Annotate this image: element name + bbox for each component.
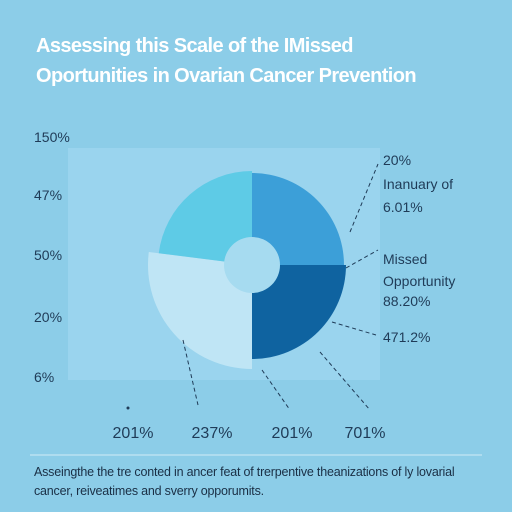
leader-line <box>261 369 291 411</box>
bottom-label: 201% <box>113 425 154 442</box>
side-label: 6% <box>34 369 54 385</box>
bottom-label: 201% <box>272 425 313 442</box>
side-label: 47% <box>34 187 62 203</box>
donut-hole <box>224 237 280 293</box>
pie-slice <box>252 173 344 265</box>
annotation: 6.01% <box>383 199 423 215</box>
title-line: Assessing this Scale of the IMissed <box>36 35 353 57</box>
bottom-label: 701% <box>345 425 386 442</box>
caption-line: Asseingthe the tre conted in ancer feat … <box>34 465 454 479</box>
pie-slice <box>148 251 252 369</box>
annotation: 20% <box>383 152 411 168</box>
annotation: 88.20% <box>383 293 430 309</box>
leader-line <box>345 249 379 269</box>
title-line: Oportunities in Ovarian Cancer Preventio… <box>36 65 416 87</box>
caption-line: cancer, reiveatimes and sverry opporumit… <box>34 484 264 498</box>
leader-line <box>349 163 379 233</box>
pie-slice <box>252 265 346 359</box>
pie-slice <box>158 171 252 265</box>
side-label: 50% <box>34 247 62 263</box>
annotation: Missed <box>383 251 427 267</box>
side-label: 150% <box>34 129 70 145</box>
leader-lines <box>126 163 379 411</box>
annotation: 471.2% <box>383 329 430 345</box>
bottom-label: 237% <box>192 425 233 442</box>
annotation: Inanuary of <box>383 176 453 192</box>
annotation: Opportunity <box>383 273 455 289</box>
side-label: 20% <box>34 309 62 325</box>
leader-line <box>331 321 377 336</box>
leader-line <box>319 351 371 411</box>
dot <box>126 406 130 410</box>
